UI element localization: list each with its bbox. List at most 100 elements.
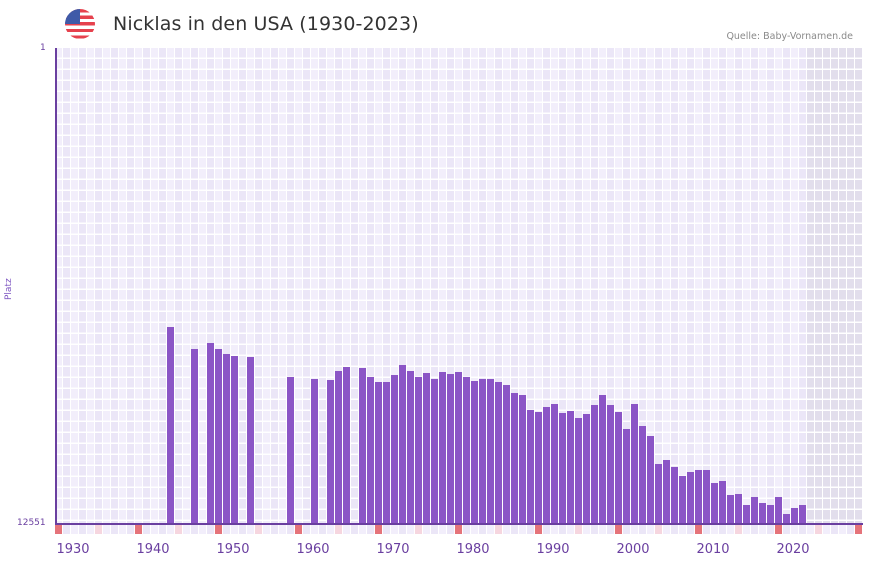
x-tick-label: 1950	[216, 542, 250, 557]
rank-bar[interactable]	[383, 382, 390, 524]
rank-bar[interactable]	[215, 349, 222, 524]
year-column	[567, 48, 575, 524]
rank-bar[interactable]	[711, 483, 718, 524]
rank-bar[interactable]	[471, 381, 478, 524]
rank-bar[interactable]	[727, 495, 734, 524]
rank-bar[interactable]	[735, 494, 742, 524]
year-column	[287, 48, 295, 524]
plot-area	[55, 48, 863, 524]
rank-bar[interactable]	[599, 395, 606, 524]
rank-bar[interactable]	[335, 371, 342, 524]
x-axis-line	[55, 523, 863, 525]
rank-bar[interactable]	[751, 497, 758, 524]
rank-bar[interactable]	[439, 371, 446, 524]
year-column	[543, 48, 551, 524]
year-column	[167, 48, 175, 524]
rank-bar[interactable]	[791, 508, 798, 524]
rank-bar[interactable]	[559, 413, 566, 524]
rank-bar[interactable]	[455, 371, 462, 524]
rank-bar[interactable]	[391, 374, 398, 524]
rank-bar[interactable]	[695, 470, 702, 524]
rank-bar[interactable]	[191, 349, 198, 524]
year-marker	[239, 525, 246, 534]
year-column	[383, 48, 391, 524]
year-column	[199, 48, 207, 524]
year-column	[239, 48, 247, 524]
year-marker	[639, 525, 646, 534]
rank-bar[interactable]	[359, 368, 366, 524]
rank-bar[interactable]	[495, 382, 502, 524]
year-marker	[575, 525, 582, 534]
rank-bar[interactable]	[223, 354, 230, 524]
rank-bar[interactable]	[503, 385, 510, 524]
rank-bar[interactable]	[231, 356, 238, 524]
rank-bar[interactable]	[631, 404, 638, 524]
year-marker	[815, 525, 822, 534]
rank-bar[interactable]	[463, 377, 470, 524]
year-column	[215, 48, 223, 524]
year-column	[583, 48, 591, 524]
year-marker	[783, 525, 790, 534]
year-column	[679, 48, 687, 524]
rank-bar[interactable]	[447, 374, 454, 524]
rank-bar[interactable]	[655, 464, 662, 524]
rank-bar[interactable]	[679, 475, 686, 524]
rank-bar[interactable]	[759, 503, 766, 524]
year-marker	[663, 525, 670, 534]
rank-bar[interactable]	[663, 460, 670, 524]
rank-bar[interactable]	[647, 436, 654, 524]
rank-bar[interactable]	[671, 467, 678, 524]
rank-bar[interactable]	[431, 379, 438, 524]
year-marker	[359, 525, 366, 534]
rank-bar[interactable]	[719, 481, 726, 524]
rank-bar[interactable]	[543, 407, 550, 524]
rank-bar[interactable]	[287, 377, 294, 524]
rank-bar[interactable]	[479, 379, 486, 524]
year-column	[615, 48, 623, 524]
year-marker	[431, 525, 438, 534]
rank-bar[interactable]	[767, 505, 774, 524]
rank-bar[interactable]	[615, 412, 622, 524]
rank-bar[interactable]	[311, 379, 318, 524]
rank-bar[interactable]	[639, 426, 646, 524]
rank-bar[interactable]	[567, 411, 574, 524]
rank-bar[interactable]	[487, 379, 494, 524]
rank-bar[interactable]	[743, 505, 750, 524]
rank-bar[interactable]	[423, 373, 430, 524]
rank-bar[interactable]	[535, 412, 542, 524]
rank-bar[interactable]	[575, 418, 582, 524]
rank-bar[interactable]	[327, 380, 334, 524]
rank-bar[interactable]	[415, 377, 422, 524]
rank-bar[interactable]	[407, 371, 414, 524]
rank-bar[interactable]	[527, 410, 534, 524]
rank-bar[interactable]	[367, 377, 374, 524]
rank-bar[interactable]	[583, 414, 590, 524]
rank-bar[interactable]	[519, 395, 526, 524]
rank-bar[interactable]	[551, 404, 558, 524]
rank-bar[interactable]	[375, 382, 382, 524]
year-column	[327, 48, 335, 524]
rank-bar[interactable]	[207, 343, 214, 524]
rank-bar[interactable]	[591, 405, 598, 524]
year-marker	[679, 525, 686, 534]
source-link[interactable]: Quelle: Baby-Vornamen.de	[726, 31, 853, 42]
rank-bar[interactable]	[783, 514, 790, 524]
year-column	[127, 48, 135, 524]
rank-bar[interactable]	[247, 357, 254, 524]
year-column	[359, 48, 367, 524]
year-marker	[183, 525, 190, 534]
rank-bar[interactable]	[687, 472, 694, 524]
year-column	[791, 48, 799, 524]
rank-bar[interactable]	[623, 429, 630, 524]
rank-bar[interactable]	[703, 470, 710, 524]
decade-marker-strip	[55, 525, 863, 534]
year-marker	[439, 525, 446, 534]
rank-bar[interactable]	[399, 365, 406, 524]
rank-bar[interactable]	[343, 367, 350, 524]
rank-bar[interactable]	[799, 505, 806, 524]
year-marker	[167, 525, 174, 534]
rank-bar[interactable]	[511, 393, 518, 524]
rank-bar[interactable]	[607, 405, 614, 524]
rank-bar[interactable]	[167, 327, 174, 524]
rank-bar[interactable]	[775, 497, 782, 524]
